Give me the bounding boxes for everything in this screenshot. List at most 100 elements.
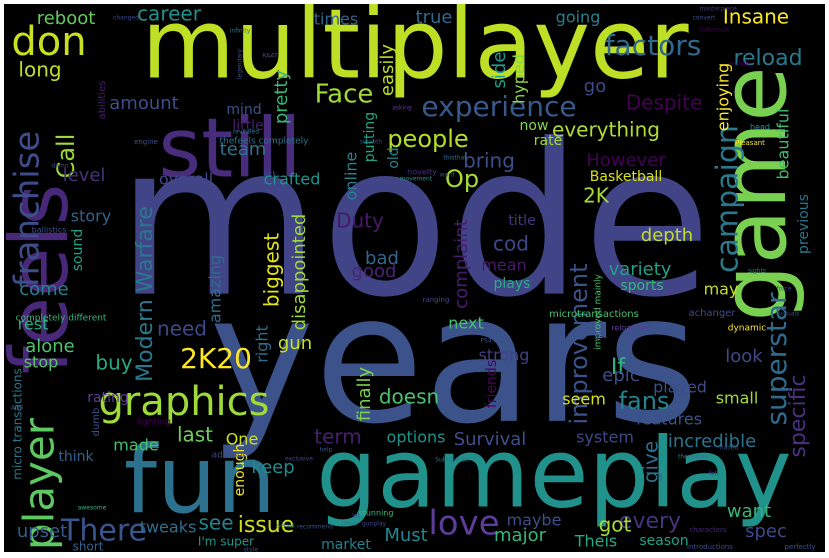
word-felt: felt: [709, 471, 719, 478]
word-if: If: [611, 355, 626, 380]
word-right: right: [253, 325, 272, 363]
word-team: team: [220, 139, 267, 160]
word-cloud-background: [4, 4, 825, 552]
word-features: features: [636, 410, 702, 429]
word-disappointed: disappointed: [289, 214, 310, 331]
word-sights: sights: [748, 268, 766, 275]
word-times: times: [314, 10, 358, 29]
word-gunplay: gunplay: [362, 521, 387, 528]
word-characters: characters: [689, 526, 727, 534]
word-level: level: [63, 165, 106, 186]
word-ps4: PS4: [480, 338, 491, 345]
word-don: don: [11, 19, 86, 65]
word-completely-different: completely different: [16, 314, 107, 324]
word-microtransactions: microtransactions: [549, 309, 639, 320]
word-gun: gun: [278, 333, 312, 354]
word-recommend: recommend: [297, 524, 333, 531]
word-perfectly: perfectly: [784, 543, 815, 551]
word-friends: friends: [484, 360, 500, 408]
word-spec: spec: [745, 521, 787, 542]
word-rate: rate: [534, 133, 562, 149]
word-ballistics: ballistics: [32, 226, 67, 235]
word-variety: variety: [609, 259, 672, 280]
word-rest: rest: [18, 315, 49, 334]
word-ads: ADS: [11, 405, 24, 412]
word-style: style: [244, 547, 259, 553]
word-ward: ward: [440, 172, 455, 179]
word-made: made: [113, 436, 158, 455]
word-addition: addition: [212, 451, 249, 461]
word-tweaks: tweaks: [140, 518, 197, 537]
word-think: think: [58, 449, 94, 465]
word-movement: movement: [400, 176, 433, 183]
word-visuals: visuals: [779, 311, 800, 318]
word-may: may: [704, 280, 739, 299]
word-alone: alone: [25, 336, 75, 357]
word-every: every: [619, 509, 681, 534]
word-experience: experience: [421, 90, 576, 123]
word-easily: easily: [377, 44, 398, 96]
word-call: Call: [52, 134, 80, 179]
word-series: series: [277, 523, 295, 530]
word-rating: rating: [87, 390, 128, 406]
word-feels: feels: [4, 184, 86, 375]
word-let: let: [352, 513, 360, 520]
word-thisis: thisis: [341, 521, 357, 528]
word-duty: Duty: [336, 209, 384, 233]
word-franchise: franchise: [8, 131, 48, 288]
word-specific: specific: [786, 374, 811, 457]
word-long: long: [18, 58, 61, 82]
word-little: little: [232, 118, 263, 134]
word-thefeels-completely: thefeels completely: [220, 137, 310, 147]
word-player: player: [15, 417, 64, 550]
word-reload: reload: [733, 46, 802, 71]
word-raat: RAAT: [262, 53, 278, 60]
word-awesome: awesome: [78, 505, 107, 512]
word-achanger: achanger: [688, 308, 736, 319]
word-fans: fans: [619, 387, 670, 415]
word-force: force: [776, 286, 791, 293]
word-themodes: themodes: [678, 454, 708, 461]
word-gameplay: gameplay: [316, 417, 792, 529]
word-epic: epic: [602, 365, 639, 386]
word-cod: cod: [493, 232, 529, 256]
word-sports: sports: [620, 278, 663, 294]
word-multiplayer: multiplayer: [141, 4, 689, 100]
word-enjoying: enjoying: [714, 63, 733, 131]
word-good: good: [352, 261, 397, 282]
word-biggest: biggest: [260, 233, 284, 307]
word-mind: mind: [226, 102, 261, 118]
word-customize: customize: [699, 27, 730, 34]
word-amount: amount: [109, 93, 178, 114]
word-mode: mode: [116, 99, 712, 344]
word-mean: mean: [481, 256, 526, 275]
word-fun: fun: [124, 426, 276, 535]
word-small: small: [716, 389, 759, 408]
word-superstar: superstar: [760, 292, 793, 426]
word-sound: sound: [70, 229, 86, 272]
word-head: head: [750, 123, 770, 132]
word-upset: upset: [17, 521, 67, 542]
word-issue: issue: [238, 513, 295, 538]
word-lighting: lighting: [137, 418, 171, 428]
word-stunning: stunning: [359, 509, 394, 518]
word-true: true: [416, 7, 453, 28]
word-term: term: [314, 425, 362, 449]
word-bad: bad: [365, 248, 399, 269]
word-crafted: crafted: [264, 170, 321, 189]
word-see: see: [198, 511, 233, 535]
word-short: short: [73, 540, 104, 553]
word-seem: seem: [562, 390, 606, 409]
word-graphics: graphics: [98, 379, 269, 425]
word-modern-warfare: Modern Warfare: [133, 206, 158, 382]
word-survival: Survival: [454, 429, 527, 450]
word-engine: engine: [134, 138, 158, 146]
word-next: next: [448, 314, 483, 333]
word-years: years: [209, 256, 699, 463]
word-thisthat: thisthat: [443, 155, 467, 162]
word-op: Op: [445, 165, 479, 193]
word-subnaurise: Subnaurise: [435, 457, 469, 464]
word-nailed: nailed: [720, 445, 739, 452]
word-asking: asking: [392, 105, 412, 112]
